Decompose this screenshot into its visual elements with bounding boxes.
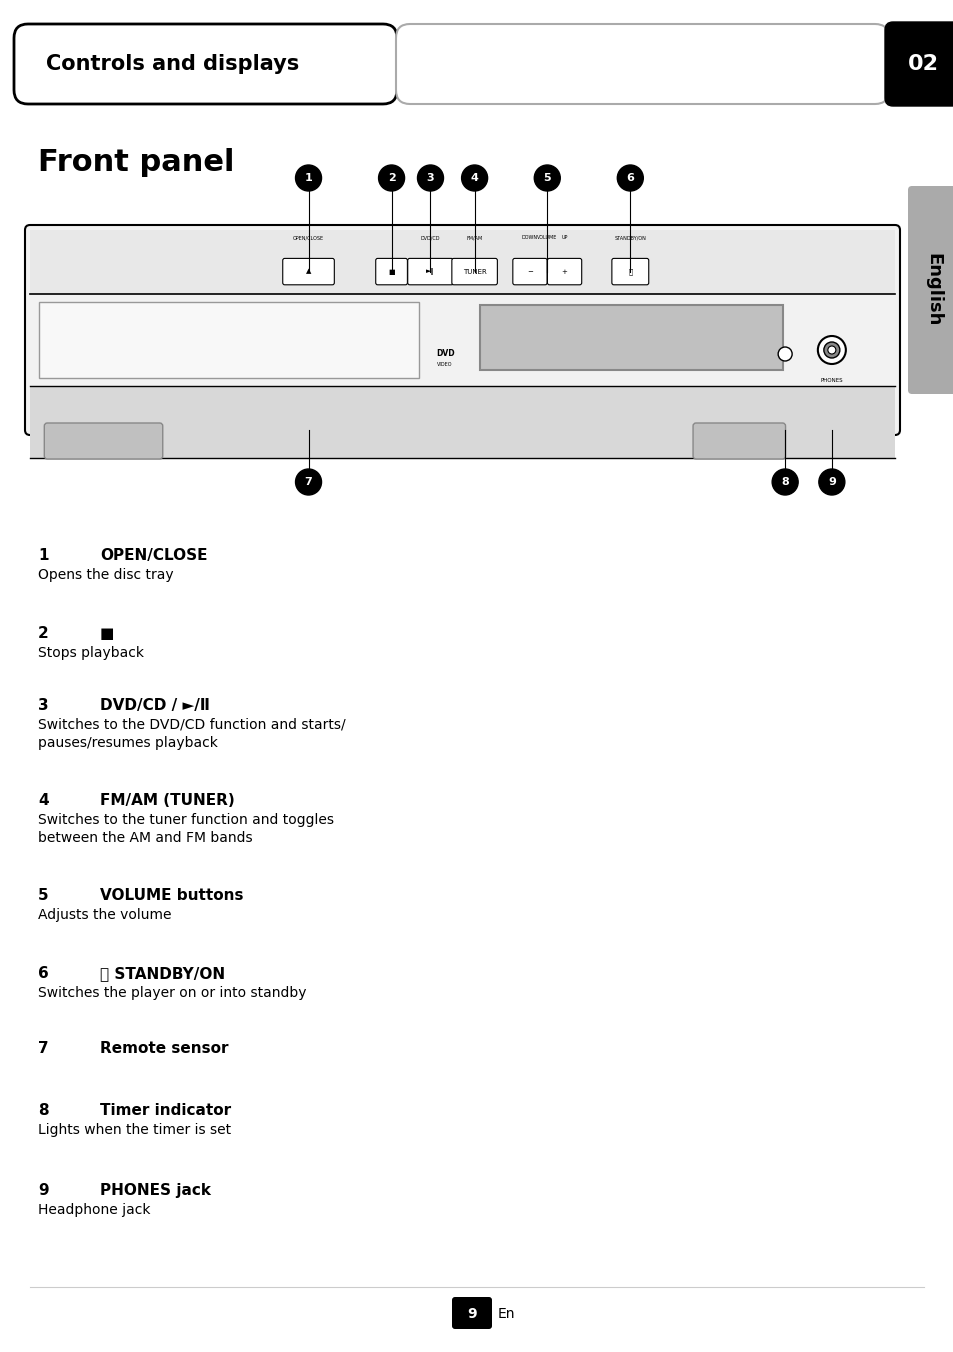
Text: STANDBY/ON: STANDBY/ON	[614, 235, 645, 241]
Circle shape	[295, 165, 321, 191]
Text: 6: 6	[626, 173, 634, 183]
Text: 2: 2	[38, 626, 49, 641]
Text: VOLUME buttons: VOLUME buttons	[100, 888, 243, 903]
FancyBboxPatch shape	[407, 258, 453, 285]
Bar	[479, 306, 781, 369]
Text: +: +	[561, 269, 567, 274]
FancyBboxPatch shape	[44, 423, 163, 458]
Text: 2: 2	[387, 173, 395, 183]
Circle shape	[827, 346, 835, 354]
Text: 4: 4	[470, 173, 478, 183]
FancyBboxPatch shape	[452, 258, 497, 285]
FancyBboxPatch shape	[452, 1297, 492, 1329]
Text: Lights when the timer is set: Lights when the timer is set	[38, 1124, 231, 1137]
Text: OPEN/CLOSE: OPEN/CLOSE	[100, 548, 208, 562]
FancyBboxPatch shape	[395, 24, 888, 104]
Text: TUNER: TUNER	[462, 269, 486, 274]
Text: 1: 1	[38, 548, 49, 562]
Text: ■: ■	[388, 269, 395, 274]
Circle shape	[617, 165, 642, 191]
Text: 8: 8	[38, 1103, 49, 1118]
Text: Headphone jack: Headphone jack	[38, 1203, 151, 1217]
Text: 4: 4	[38, 794, 49, 808]
Text: Stops playback: Stops playback	[38, 646, 144, 660]
Text: 9: 9	[827, 477, 835, 487]
Text: PHONES: PHONES	[820, 379, 842, 383]
Text: between the AM and FM bands: between the AM and FM bands	[38, 831, 253, 845]
Text: 5: 5	[38, 888, 49, 903]
Text: DVD/CD: DVD/CD	[420, 235, 439, 241]
FancyBboxPatch shape	[692, 423, 784, 458]
Bar	[30, 387, 894, 458]
Text: VIDEO: VIDEO	[437, 361, 453, 366]
Text: English: English	[923, 253, 941, 327]
Text: Adjusts the volume: Adjusts the volume	[38, 909, 172, 922]
Text: FM/AM: FM/AM	[466, 235, 482, 241]
Text: OPEN/CLOSE: OPEN/CLOSE	[293, 235, 324, 241]
Circle shape	[823, 342, 839, 358]
Text: 3: 3	[426, 173, 434, 183]
Text: 5: 5	[543, 173, 551, 183]
FancyBboxPatch shape	[282, 258, 334, 285]
FancyBboxPatch shape	[547, 258, 581, 285]
Text: ►‖: ►‖	[426, 268, 435, 274]
Text: DVD/CD / ►/Ⅱ: DVD/CD / ►/Ⅱ	[100, 698, 210, 713]
FancyBboxPatch shape	[375, 258, 407, 285]
Text: VOLUME: VOLUME	[537, 235, 557, 241]
Circle shape	[461, 165, 487, 191]
Text: FM/AM (TUNER): FM/AM (TUNER)	[100, 794, 234, 808]
Text: 6: 6	[38, 965, 49, 982]
FancyBboxPatch shape	[25, 224, 899, 435]
Text: ⏻ STANDBY/ON: ⏻ STANDBY/ON	[100, 965, 225, 982]
Text: DVD: DVD	[436, 350, 454, 358]
Text: En: En	[497, 1307, 515, 1321]
Circle shape	[295, 469, 321, 495]
Text: 9: 9	[38, 1183, 49, 1198]
Text: PHONES jack: PHONES jack	[100, 1183, 211, 1198]
Text: Front panel: Front panel	[38, 147, 234, 177]
Circle shape	[818, 469, 844, 495]
FancyBboxPatch shape	[611, 258, 648, 285]
Text: 7: 7	[38, 1041, 49, 1056]
Circle shape	[378, 165, 404, 191]
FancyBboxPatch shape	[884, 22, 953, 105]
FancyBboxPatch shape	[907, 187, 953, 393]
Text: pauses/resumes playback: pauses/resumes playback	[38, 735, 217, 750]
Bar	[30, 230, 894, 293]
Text: Switches to the DVD/CD function and starts/: Switches to the DVD/CD function and star…	[38, 718, 345, 731]
Circle shape	[778, 347, 791, 361]
Text: Controls and displays: Controls and displays	[46, 54, 299, 74]
Circle shape	[534, 165, 559, 191]
Text: ▲: ▲	[306, 269, 311, 274]
Circle shape	[817, 337, 845, 364]
Bar	[39, 301, 418, 379]
Text: Opens the disc tray: Opens the disc tray	[38, 568, 173, 581]
Text: Switches to the tuner function and toggles: Switches to the tuner function and toggl…	[38, 813, 334, 827]
FancyBboxPatch shape	[14, 24, 396, 104]
FancyBboxPatch shape	[513, 258, 546, 285]
Text: 8: 8	[781, 477, 788, 487]
Text: 7: 7	[304, 477, 312, 487]
Text: UP: UP	[560, 235, 567, 241]
Text: 02: 02	[907, 54, 938, 74]
Text: ■: ■	[100, 626, 114, 641]
Text: ⏻: ⏻	[627, 268, 632, 274]
Text: Remote sensor: Remote sensor	[100, 1041, 229, 1056]
Circle shape	[417, 165, 443, 191]
Text: 3: 3	[38, 698, 49, 713]
Text: DOWN: DOWN	[521, 235, 537, 241]
Text: 1: 1	[304, 173, 312, 183]
Text: 9: 9	[467, 1307, 476, 1321]
Text: Timer indicator: Timer indicator	[100, 1103, 231, 1118]
Text: Switches the player on or into standby: Switches the player on or into standby	[38, 986, 306, 1000]
Text: −: −	[526, 269, 533, 274]
Circle shape	[771, 469, 798, 495]
